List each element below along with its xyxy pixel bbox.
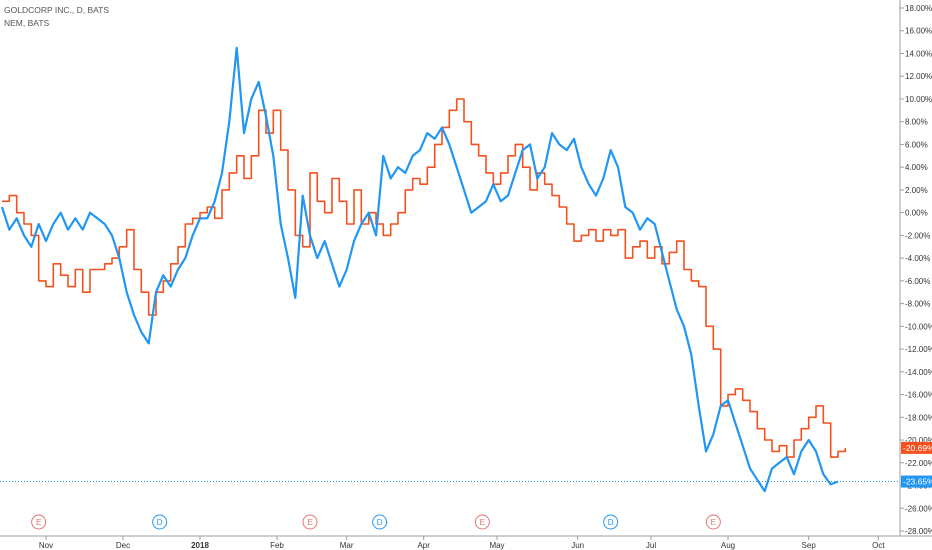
y-tick-label: 6.00% [905,140,928,149]
event-letter: D [157,518,163,527]
x-tick-label: Mar [340,541,354,550]
x-tick-label: Aug [721,541,735,550]
y-tick-label: -8.00% [905,300,930,309]
event-letter: D [608,518,614,527]
y-tick-label: -6.00% [905,277,930,286]
price-label-text: -20.69% [903,443,932,453]
price-label-bg [901,441,932,454]
dividend-event-icon[interactable]: D [372,514,388,530]
nem-last-price-label: -23.65% [901,475,932,488]
y-tick-label: -16.00% [905,391,932,400]
x-tick-label: May [489,541,504,550]
y-tick-label: 8.00% [905,118,928,127]
event-circle [302,514,318,530]
y-tick-label: -14.00% [905,368,932,377]
price-label-bg [901,475,932,488]
y-tick-label: -22.00% [905,459,932,468]
y-tick-label: -28.00% [905,527,932,536]
earnings-event-icon[interactable]: E [705,514,721,530]
series-line-goldcorp[interactable] [2,98,847,458]
x-tick-label: Apr [417,541,430,550]
event-circle [372,514,388,530]
event-letter: D [377,518,383,527]
x-axis[interactable]: Nov Dec 2018 Feb Mar Apr May Jun Jul Aug Sep Oct [0,535,932,550]
event-letter: E [711,518,716,527]
goldcorp-last-price-label: -20.69% [901,441,932,454]
y-tick-label: -4.00% [905,254,930,263]
event-circle [603,514,619,530]
earnings-event-icon[interactable]: E [474,514,490,530]
price-label-text: -23.65% [903,477,932,487]
event-circle [474,514,490,530]
x-tick-label: Sep [802,541,817,550]
y-tick-label: -12.00% [905,345,932,354]
event-circle [31,514,47,530]
series-line-nem[interactable] [0,46,839,493]
y-tick-label: -26.00% [905,504,932,513]
legend: GOLDCORP INC., D, BATS NEM, BATS [4,4,109,30]
earnings-event-icon[interactable]: E [302,514,318,530]
x-tick-label: 2018 [191,541,209,550]
legend-series-nem[interactable]: NEM, BATS [4,18,50,28]
earnings-event-icon[interactable]: E [31,514,47,530]
price-labels: -20.69% -23.65% [901,441,932,488]
x-tick-label: Feb [270,541,284,550]
y-tick-label: 2.00% [905,186,928,195]
legend-series-goldcorp[interactable]: GOLDCORP INC., D, BATS [4,5,110,15]
y-tick-label: 10.00% [905,95,932,104]
x-tick-label: Jun [571,541,584,550]
event-circle [152,514,168,530]
y-tick-label: 12.00% [905,72,932,81]
y-tick-label: 4.00% [905,163,928,172]
x-tick-label: Oct [872,541,885,550]
x-tick-label: Nov [39,541,53,550]
y-tick-label: -20.00% [905,436,932,445]
event-letter: E [307,518,312,527]
event-letter: E [36,518,41,527]
event-circle [705,514,721,530]
y-tick-label: -2.00% [905,231,930,240]
x-tick-label: Jul [646,541,656,550]
y-tick-label: 14.00% [905,49,932,58]
y-axis[interactable]: 18.00% 16.00% 14.00% 12.00% 10.00% 8.00% 6.00%… [899,0,932,536]
x-tick-label: Dec [116,541,130,550]
y-tick-label: 18.00% [905,4,932,13]
event-letter: E [480,518,485,527]
y-tick-label: 16.00% [905,27,932,36]
y-tick-label: -18.00% [905,413,932,422]
series-layer [0,46,847,493]
dividend-event-icon[interactable]: D [603,514,619,530]
y-tick-label: -10.00% [905,322,932,331]
y-tick-label: 0.00% [905,209,928,218]
dividend-event-icon[interactable]: D [152,514,168,530]
